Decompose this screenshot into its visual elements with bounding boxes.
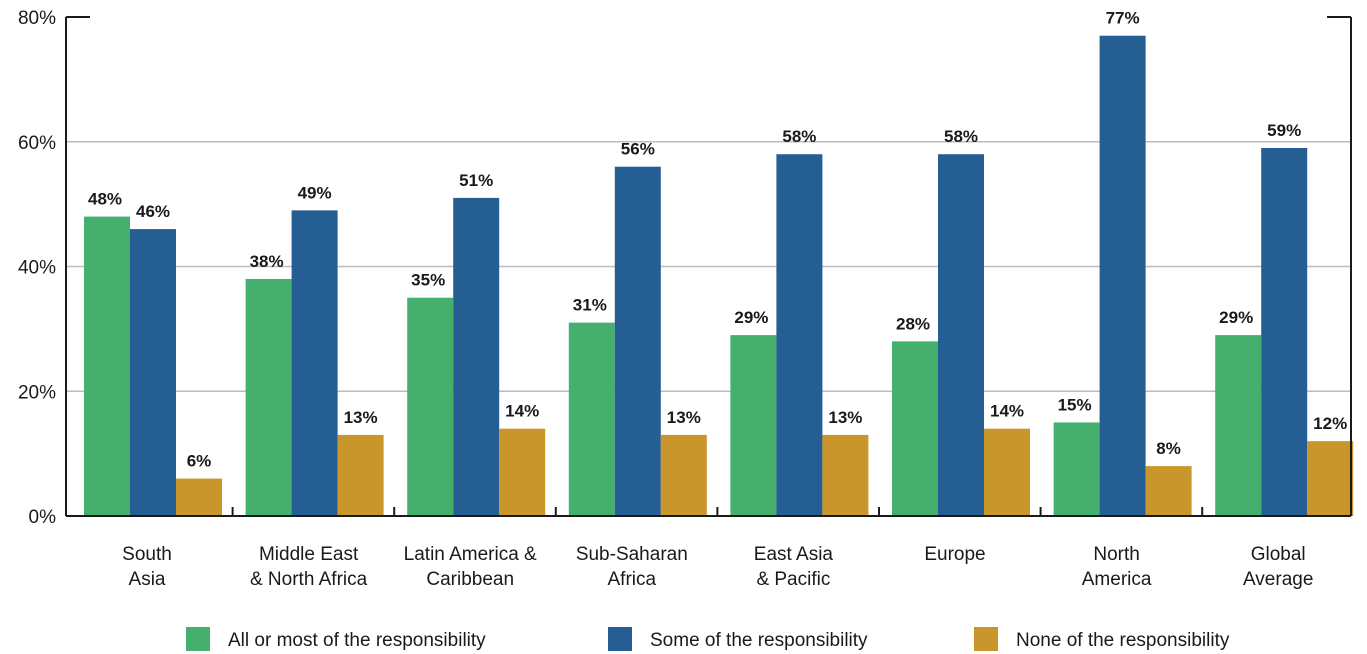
- bar-4-2: [822, 434, 869, 516]
- data-label: 48%: [88, 190, 122, 209]
- category-label: Latin America &: [404, 544, 537, 565]
- category-label: East Asia: [754, 544, 834, 565]
- bar-2-0: [407, 297, 454, 516]
- data-label: 35%: [411, 271, 445, 290]
- axes: [65, 16, 1352, 517]
- legend: All or most of the responsibility Some of…: [186, 627, 1230, 651]
- bar-4-1: [776, 154, 823, 516]
- data-label: 58%: [944, 127, 978, 146]
- legend-swatch-0: [186, 627, 210, 651]
- data-label: 6%: [187, 452, 212, 471]
- category-label: Europe: [924, 544, 985, 565]
- bar-6-0: [1053, 422, 1100, 516]
- bar-7-2: [1307, 441, 1354, 516]
- data-label: 29%: [1219, 308, 1253, 327]
- data-label: 38%: [250, 252, 284, 271]
- bars: [84, 35, 1354, 517]
- data-label: 58%: [782, 127, 816, 146]
- bar-7-1: [1261, 147, 1308, 517]
- legend-swatch-1: [608, 627, 632, 651]
- y-tick-labels: 0% 20% 40% 60% 80%: [18, 8, 56, 528]
- bar-0-0: [84, 216, 130, 516]
- category-label: & Pacific: [756, 569, 830, 590]
- bar-6-2: [1145, 466, 1192, 516]
- category-label: & North Africa: [250, 569, 368, 590]
- data-label: 51%: [459, 171, 493, 190]
- data-label: 77%: [1106, 9, 1140, 28]
- data-label: 46%: [136, 202, 170, 221]
- category-label: Average: [1243, 569, 1313, 590]
- data-label: 59%: [1267, 121, 1301, 140]
- data-label: 28%: [896, 314, 930, 333]
- data-label: 8%: [1156, 439, 1181, 458]
- bar-2-2: [499, 428, 546, 516]
- category-label: North: [1093, 544, 1139, 565]
- data-label: 14%: [505, 402, 539, 421]
- y-tick-label: 80%: [18, 8, 56, 29]
- category-label: Global: [1251, 544, 1306, 565]
- bar-1-1: [291, 210, 338, 517]
- data-label: 49%: [298, 183, 332, 202]
- data-label: 29%: [734, 308, 768, 327]
- bar-2-1: [453, 197, 500, 516]
- bar-0-1: [130, 229, 176, 516]
- category-label: South: [122, 544, 172, 565]
- category-labels: South Asia Middle East & North Africa Latin …: [122, 544, 1313, 590]
- category-label: America: [1082, 569, 1152, 590]
- data-label: 13%: [667, 408, 701, 427]
- data-label: 13%: [828, 408, 862, 427]
- y-tick-label: 20%: [18, 382, 56, 403]
- bar-1-0: [245, 278, 292, 516]
- legend-label: All or most of the responsibility: [228, 630, 486, 651]
- data-labels: 48% 46% 6% 38% 49% 13% 35% 51% 14% 31% 56% 13% 29% 58…: [88, 9, 1347, 471]
- bar-7-0: [1215, 335, 1262, 516]
- legend-label: None of the responsibility: [1016, 630, 1230, 651]
- bar-1-2: [337, 434, 384, 516]
- bar-5-2: [984, 428, 1030, 516]
- y-tick-label: 60%: [18, 133, 56, 154]
- legend-label: Some of the responsibility: [650, 630, 868, 651]
- data-label: 56%: [621, 140, 655, 159]
- legend-swatch-2: [974, 627, 998, 651]
- bar-3-0: [568, 322, 615, 516]
- data-label: 13%: [344, 408, 378, 427]
- bar-5-1: [938, 154, 984, 516]
- bar-3-2: [660, 434, 707, 516]
- category-label: Sub-Saharan: [576, 544, 688, 565]
- bar-6-1: [1099, 35, 1146, 517]
- y-tick-label: 40%: [18, 258, 56, 279]
- bar-3-1: [614, 166, 661, 516]
- category-label: Asia: [129, 569, 166, 590]
- category-label: Middle East: [259, 544, 359, 565]
- category-label: Africa: [608, 569, 657, 590]
- data-label: 15%: [1058, 395, 1092, 414]
- category-label: Caribbean: [426, 569, 514, 590]
- data-label: 12%: [1313, 414, 1347, 433]
- bar-5-0: [892, 341, 938, 516]
- bar-0-2: [176, 478, 222, 516]
- bar-4-0: [730, 335, 777, 516]
- data-label: 14%: [990, 402, 1024, 421]
- y-tick-label: 0%: [29, 507, 57, 528]
- data-label: 31%: [573, 296, 607, 315]
